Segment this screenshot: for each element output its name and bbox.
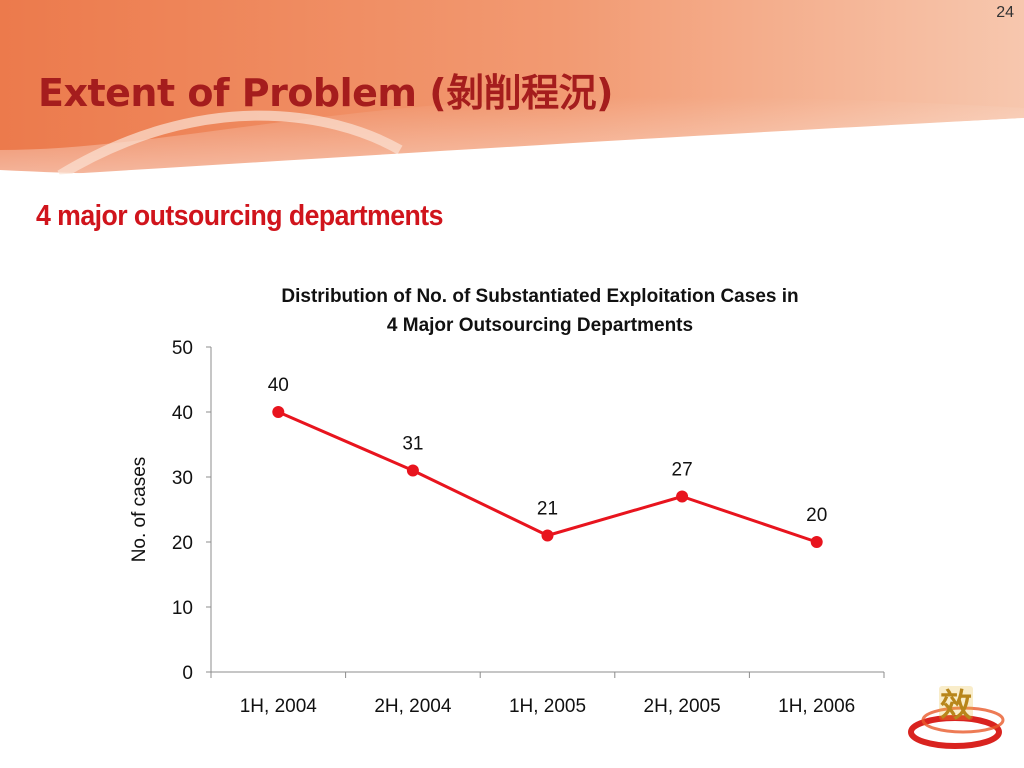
- x-tick-label: 1H, 2005: [509, 696, 586, 717]
- organization-logo: 效: [908, 686, 1005, 749]
- header-banner: [0, 0, 1024, 180]
- data-point: [272, 406, 285, 418]
- data-point: [406, 464, 419, 477]
- x-tick-label: 1H, 2006: [778, 696, 855, 717]
- data-label: 27: [672, 460, 693, 481]
- chart-title-line-1: Distribution of No. of Substantiated Exp…: [281, 286, 799, 307]
- y-axis-title: No. of cases: [129, 457, 150, 563]
- y-tick-label: 20: [172, 533, 193, 554]
- data-label: 20: [806, 505, 827, 526]
- svg-text:效: 效: [940, 686, 972, 724]
- data-label: 40: [268, 375, 289, 396]
- series-line: [277, 410, 818, 544]
- data-point: [541, 529, 554, 542]
- slide-subtitle: 4 major outsourcing departments: [36, 200, 443, 232]
- data-point: [810, 536, 823, 548]
- slide-title: Extent of Problem (剝削程況): [38, 71, 613, 115]
- data-point: [676, 490, 689, 503]
- data-label: 21: [537, 499, 558, 520]
- y-tick-label: 30: [172, 468, 193, 489]
- x-tick-label: 1H, 2004: [240, 696, 318, 717]
- y-tick-label: 40: [172, 403, 193, 424]
- page-number: 24: [996, 4, 1014, 21]
- y-tick-label: 0: [182, 663, 193, 684]
- chart-title-line-2: 4 Major Outsourcing Departments: [386, 315, 694, 336]
- x-tick-label: 2H, 2004: [374, 696, 452, 717]
- y-tick-label: 10: [172, 598, 193, 619]
- x-tick-label: 2H, 2005: [644, 696, 721, 717]
- data-label: 31: [402, 434, 423, 455]
- chart-title: Distribution of No. of Substantiated Exp…: [220, 282, 860, 340]
- y-tick-label: 50: [172, 338, 193, 359]
